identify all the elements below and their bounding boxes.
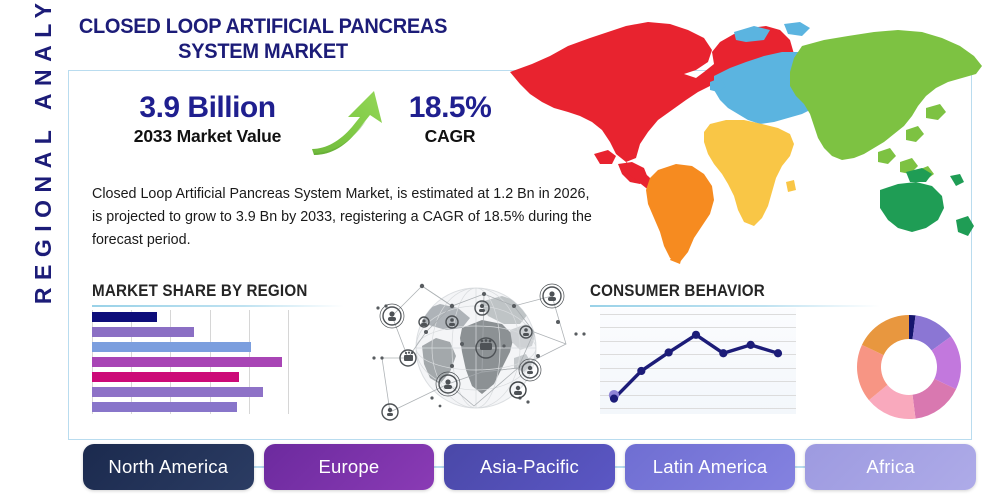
market-description: Closed Loop Artificial Pancreas System M… — [92, 186, 592, 249]
section-rule — [590, 305, 880, 307]
line-marker — [609, 394, 619, 403]
line-marker — [719, 349, 728, 358]
map-region-asia — [790, 30, 982, 160]
section-header-market-share-label: MARKET SHARE BY REGION — [92, 282, 308, 300]
kpi-cagr-number: 18.5% — [408, 91, 492, 124]
line-marker — [746, 340, 755, 349]
consumer-behavior-line-chart — [600, 308, 796, 414]
gridline — [600, 340, 796, 342]
line-marker — [691, 330, 701, 339]
bar-chart-bar — [92, 371, 239, 382]
section-header-market-share: MARKET SHARE BY REGION — [92, 282, 344, 307]
region-button-label: Europe — [318, 456, 380, 477]
donut-segment — [857, 344, 888, 401]
map-region-north-america — [510, 22, 794, 162]
gridline — [600, 394, 796, 396]
kpi-market-value-number: 3.9 Billion — [139, 91, 276, 124]
line-marker — [637, 366, 646, 376]
section-header-consumer-behavior: CONSUMER BEHAVIOR — [590, 282, 880, 307]
region-nav: North America Europe Asia-Pacific Latin Ame… — [78, 442, 976, 492]
region-button-label: Africa — [866, 456, 915, 477]
region-button-latin-america[interactable]: Latin America — [624, 444, 796, 490]
kpi-cagr-label: CAGR — [424, 125, 476, 146]
kpi-market-value-label: 2033 Market Value — [133, 125, 282, 146]
global-network-globe-icon — [362, 272, 590, 430]
kpi-cagr: 18.5% CAGR — [380, 92, 520, 147]
bar-chart-bar — [92, 401, 238, 412]
region-button-label: Latin America — [652, 456, 768, 477]
map-region-africa — [704, 120, 794, 226]
region-button-europe[interactable]: Europe — [263, 444, 435, 490]
gridline — [600, 367, 796, 369]
region-button-label: Asia-Pacific — [479, 456, 579, 477]
gridline — [600, 327, 796, 329]
bar-chart-bar — [92, 357, 283, 367]
line-chart-series — [608, 330, 783, 403]
region-button-label: North America — [108, 456, 229, 477]
donut-segment — [909, 315, 916, 340]
region-button-north-america[interactable]: North America — [83, 444, 254, 490]
gridline — [600, 408, 796, 409]
gridline — [600, 354, 796, 356]
market-share-bar-chart — [92, 310, 289, 414]
bar-chart-bars — [92, 310, 288, 414]
growth-arrow-icon — [310, 87, 390, 157]
donut-segment — [912, 315, 952, 351]
donut-segment — [912, 378, 957, 419]
map-region-oceania — [880, 182, 944, 232]
bar-chart-bar — [92, 312, 157, 323]
consumer-behavior-donut-chart — [848, 306, 970, 428]
page-title: CLOSED LOOP ARTIFICIAL PANCREAS SYSTEM M… — [78, 14, 448, 64]
kpi-market-value: 3.9 Billion 2033 Market Value — [100, 92, 315, 147]
line-chart-gridlines — [600, 308, 796, 414]
map-region-south-america — [646, 164, 714, 262]
section-header-consumer-behavior-label: CONSUMER BEHAVIOR — [590, 282, 765, 300]
donut-segment — [868, 384, 916, 419]
gridline — [600, 381, 796, 383]
kpi-row: 3.9 Billion 2033 Market Value 18.5% CAGR — [90, 91, 510, 168]
region-button-asia-pacific[interactable]: Asia-Pacific — [444, 444, 615, 490]
gridline — [600, 314, 796, 315]
world-map-icon — [510, 22, 982, 264]
donut-segment — [931, 336, 961, 390]
bar-chart-bar — [92, 386, 263, 397]
bar-chart-bar — [92, 327, 194, 338]
bar-chart-bar — [92, 342, 251, 353]
donut-segment — [861, 315, 909, 356]
section-rule — [92, 305, 344, 307]
gridline — [288, 310, 289, 414]
line-marker — [773, 349, 783, 358]
line-marker — [664, 348, 673, 357]
region-button-africa[interactable]: Africa — [805, 444, 976, 490]
